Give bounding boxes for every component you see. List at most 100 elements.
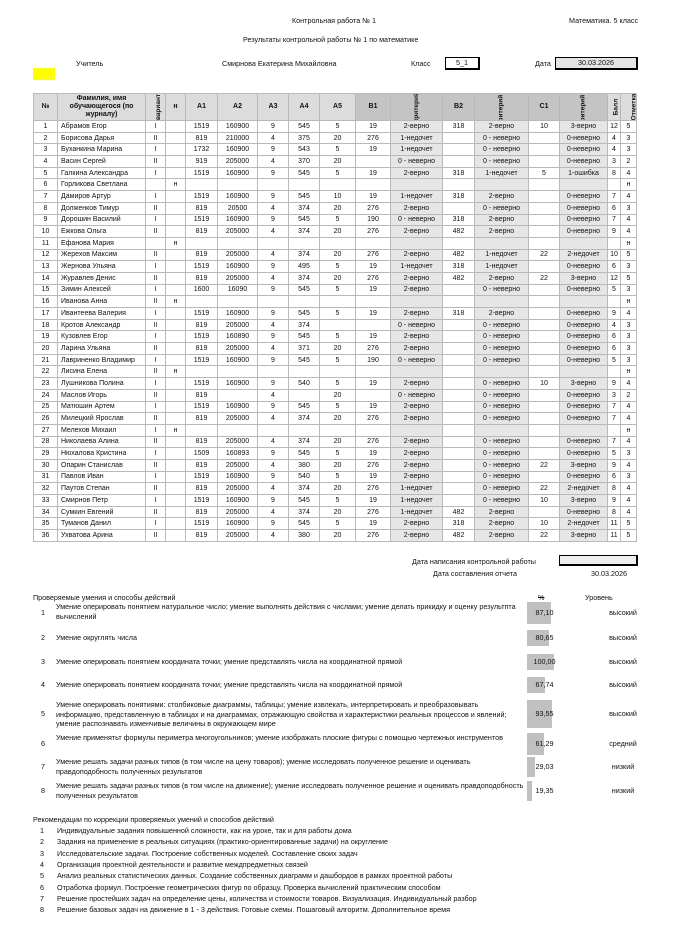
table-cell: II xyxy=(145,412,166,425)
column-header: Отметка xyxy=(620,93,637,121)
recommendation-number: 1 xyxy=(40,826,44,835)
table-cell: 819 xyxy=(185,248,218,262)
table-cell: 5 xyxy=(319,120,356,133)
table-cell: 4 xyxy=(620,190,637,203)
table-cell: 4 xyxy=(257,388,289,402)
table-cell: 9 xyxy=(607,458,621,472)
table-cell xyxy=(257,295,289,308)
table-cell: 11 xyxy=(607,517,621,531)
table-cell: 0-неверно xyxy=(559,412,608,425)
skill-percent: 87,10 xyxy=(535,608,554,617)
recommendation-item: 6 Отработка формул. Построение геометриче… xyxy=(40,883,441,894)
table-cell: 5 xyxy=(620,271,637,285)
column-header: А3 xyxy=(257,93,289,121)
student-name: Опарин Станислав xyxy=(57,458,146,472)
table-cell: II xyxy=(145,529,166,542)
table-row: 6 Горликова Светлана н н xyxy=(33,178,637,192)
skill-text: Умение оперировать понятиями: столбиковы… xyxy=(56,700,507,728)
table-cell: 0-неверно xyxy=(559,307,608,320)
table-cell: 190 xyxy=(355,353,391,367)
table-cell xyxy=(257,423,289,437)
skill-number: 6 xyxy=(41,739,45,748)
table-cell: 0-неверно xyxy=(559,155,608,168)
table-cell xyxy=(528,365,560,379)
table-cell: 482 xyxy=(442,225,475,238)
table-cell: 11 xyxy=(33,236,58,250)
table-cell: 1732 xyxy=(185,143,218,157)
table-cell: 0 - неверно xyxy=(474,155,529,168)
table-cell: 14 xyxy=(33,271,58,285)
student-name: Ефанова Мария xyxy=(57,236,146,250)
table-cell: 0-неверно xyxy=(559,143,608,157)
table-cell: 22 xyxy=(528,248,560,262)
table-cell: 3-верно xyxy=(559,458,608,472)
table-cell: 2-верно xyxy=(390,412,443,425)
table-row: 31 Павлов Иван I 1519 160900 9 540 5 19 2-верно 0 … xyxy=(33,470,637,484)
table-cell: 276 xyxy=(355,529,391,542)
table-cell xyxy=(442,178,475,192)
table-row: 34 Сумкин Евгений II 819 205000 4 374 20 276 1-не… xyxy=(33,505,637,519)
column-header: № xyxy=(33,93,58,121)
table-cell: 160900 xyxy=(217,517,258,531)
table-cell: 545 xyxy=(288,120,320,133)
table-cell xyxy=(442,318,475,332)
column-header: А1 xyxy=(185,93,218,121)
table-cell: 20 xyxy=(319,388,356,402)
table-cell xyxy=(474,423,529,437)
table-cell xyxy=(442,295,475,308)
table-cell: 205000 xyxy=(217,435,258,449)
table-cell: 2-верно xyxy=(474,271,529,285)
skill-row: 1 Умение оперировать понятием натурально… xyxy=(38,602,658,624)
written-date-field[interactable] xyxy=(559,555,638,566)
table-cell: 3 xyxy=(620,201,637,215)
student-name: Васин Сергей xyxy=(57,155,146,168)
table-cell: 2-верно xyxy=(390,225,443,238)
table-cell: I xyxy=(145,353,166,367)
table-cell xyxy=(442,201,475,215)
student-name: Маслов Игорь xyxy=(57,388,146,402)
table-cell: 9 xyxy=(607,377,621,390)
table-cell: 5 xyxy=(319,307,356,320)
table-row: 29 Нюхалова Кристина I 1509 160893 9 545 5 19 2-в… xyxy=(33,447,637,460)
table-cell: 9 xyxy=(257,377,289,390)
table-cell: 0-неверно xyxy=(559,505,608,519)
skill-level: низкий xyxy=(611,762,635,771)
table-cell: 5 xyxy=(319,400,356,414)
table-cell: 276 xyxy=(355,412,391,425)
table-row: 12 Жерехов Максим II 819 205000 4 374 20 276 2-ве… xyxy=(33,248,637,262)
table-cell: 0 - неверно xyxy=(474,283,529,297)
skill-percent: 29,03 xyxy=(535,762,554,771)
class-field[interactable]: 5_1 xyxy=(445,57,480,70)
highlight-marker xyxy=(33,68,55,80)
table-cell: 26 xyxy=(33,412,58,425)
table-cell xyxy=(217,365,258,379)
table-cell: 545 xyxy=(288,307,320,320)
table-cell: 25 xyxy=(33,400,58,414)
table-cell xyxy=(288,365,320,379)
table-cell: 819 xyxy=(185,435,218,449)
table-cell: 160900 xyxy=(217,190,258,203)
table-cell xyxy=(288,295,320,308)
table-cell: 9 xyxy=(257,400,289,414)
table-cell: I xyxy=(145,213,166,227)
table-cell xyxy=(165,342,186,355)
table-cell: н xyxy=(620,423,637,437)
table-cell: 1-ошибка xyxy=(559,166,608,180)
student-name: Галкина Александра xyxy=(57,166,146,180)
table-cell: 3 xyxy=(33,143,58,157)
table-cell: 2 xyxy=(620,388,637,402)
column-header: н xyxy=(165,93,186,121)
percent-bar xyxy=(527,602,551,624)
table-cell: 374 xyxy=(288,482,320,495)
table-cell: 4 xyxy=(257,458,289,472)
recommendation-text: Анализ реальных статистических данных. С… xyxy=(57,871,453,881)
recommendations-title: Рекомендации по коррекции проверяемых ум… xyxy=(33,815,274,824)
table-cell: 0 - неверно xyxy=(474,458,529,472)
table-cell xyxy=(165,494,186,507)
skill-level: высокий xyxy=(609,657,637,666)
date-field[interactable]: 30.03.2026 xyxy=(555,57,638,70)
table-cell: 5 xyxy=(33,166,58,180)
student-name: Туманов Данил xyxy=(57,517,146,531)
table-cell: 2-верно xyxy=(390,517,443,531)
student-name: Павлов Иван xyxy=(57,470,146,484)
